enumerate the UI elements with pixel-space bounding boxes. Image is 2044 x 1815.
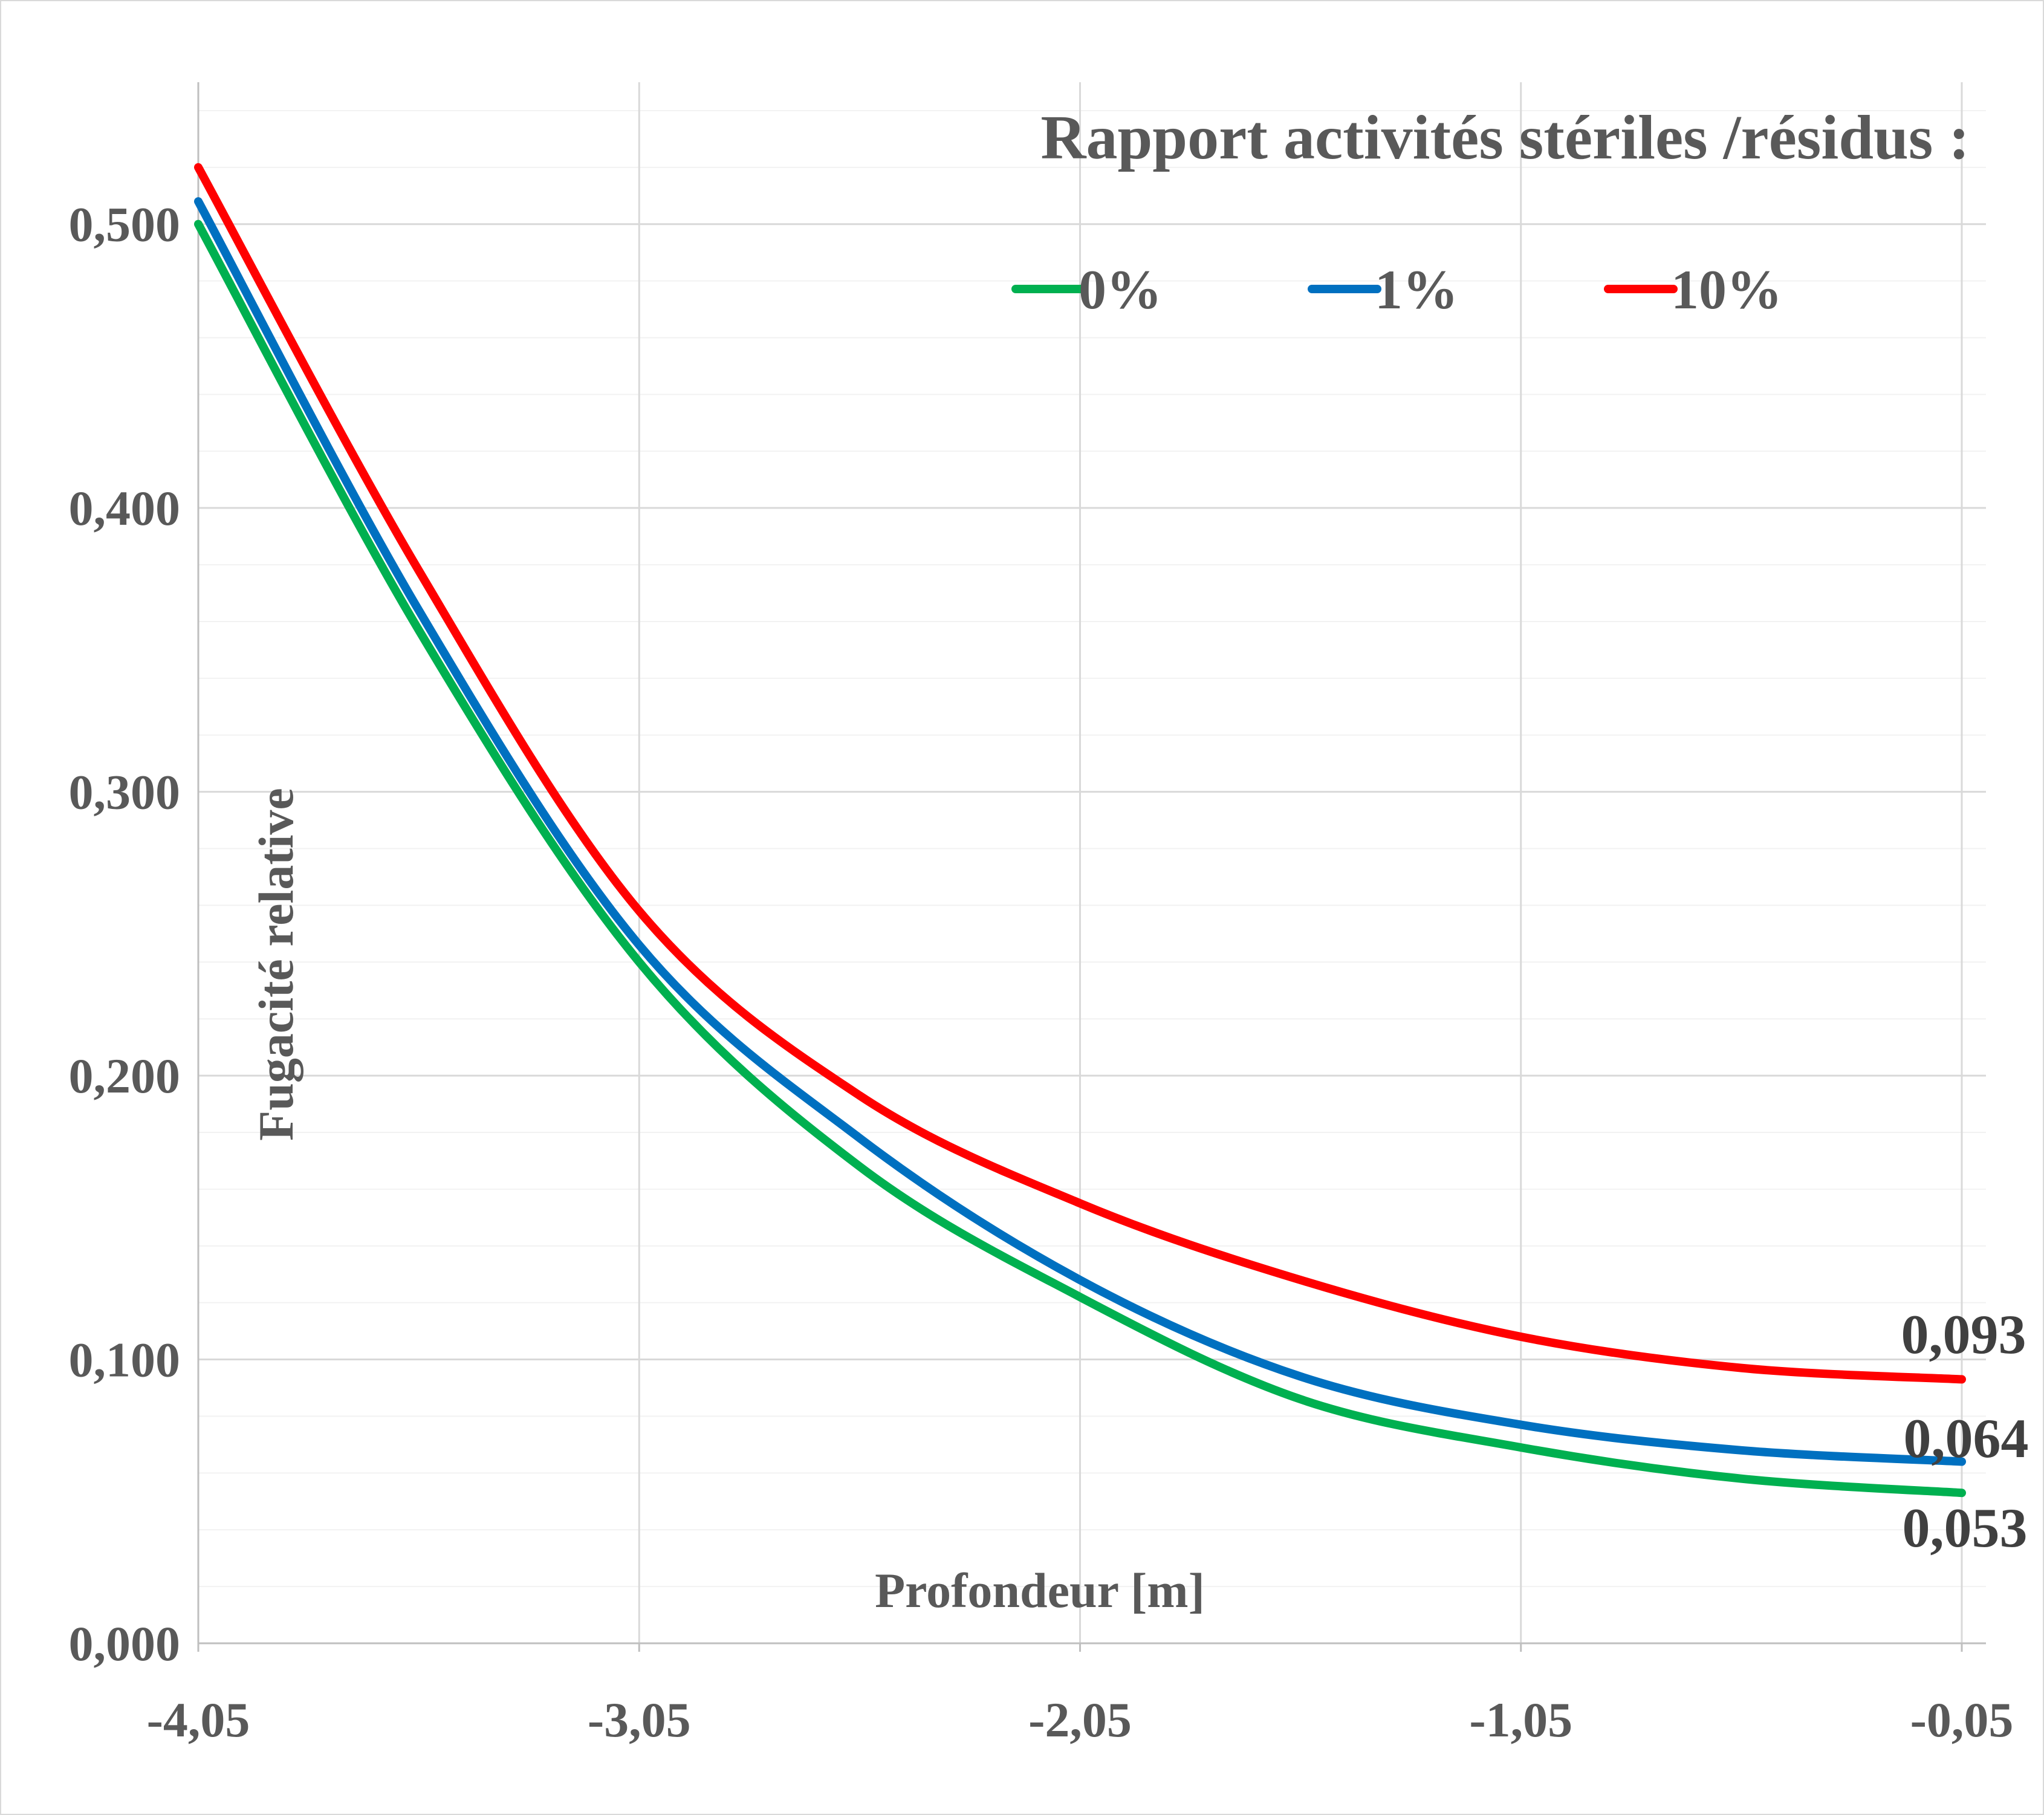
y-axis-title: Fugacité relative	[248, 788, 303, 1141]
x-tick-label: -0,05	[1910, 1692, 2014, 1747]
x-tick-label: -4,05	[147, 1692, 250, 1747]
x-tick-label: -2,05	[1028, 1692, 1132, 1747]
y-tick-label: 0,300	[69, 765, 181, 820]
series-line-1%	[194, 197, 1966, 1466]
x-axis-title: Profondeur [m]	[875, 1563, 1205, 1618]
y-tick-label: 0,500	[69, 197, 181, 252]
y-tick-label: 0,000	[69, 1616, 181, 1671]
y-tick-label: 0,400	[69, 481, 181, 536]
labels-layer: 0,000 0,100 0,200 0,300 0,400 0,500 -4,05 -3,05…	[69, 197, 2029, 1747]
series-line-0%	[194, 219, 1966, 1498]
x-tick-label: -3,05	[588, 1692, 691, 1747]
legend-label-1%: 1%	[1375, 259, 1458, 320]
y-tick-label: 0,200	[69, 1048, 181, 1103]
legend-label-0%: 0%	[1079, 259, 1162, 320]
legend: 0% 1% 10%	[1011, 259, 1782, 320]
axes	[197, 82, 1986, 1652]
y-tick-label: 0,100	[69, 1333, 181, 1388]
data-label-1%: 0,064	[1904, 1408, 2029, 1469]
legend-label-10%: 10%	[1671, 259, 1782, 320]
minor-gridlines	[198, 109, 1986, 1588]
data-label-10%: 0,093	[1901, 1304, 2026, 1365]
series-line-10%	[194, 163, 1966, 1384]
x-tick-label: -1,05	[1469, 1692, 1572, 1747]
data-label-0%: 0,053	[1903, 1497, 2028, 1559]
series-layer	[194, 163, 1966, 1498]
chart-title: Rapport activités stériles /résidus :	[1040, 103, 1970, 172]
